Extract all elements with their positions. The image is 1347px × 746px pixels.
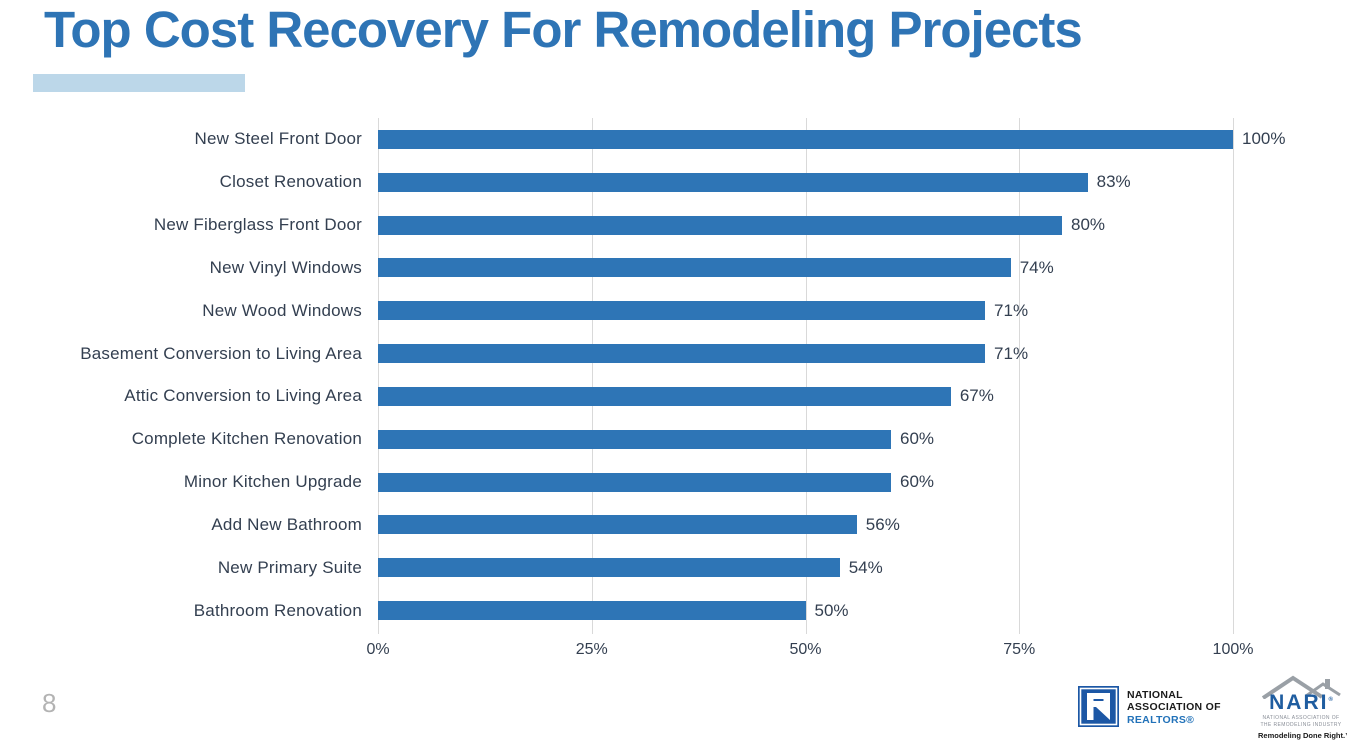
category-label: Basement Conversion to Living Area (80, 343, 362, 363)
bar (378, 601, 806, 621)
chart-row: Closet Renovation 83% (0, 161, 1347, 204)
bar (378, 429, 891, 449)
chart-row: Bathroom Renovation 50% (0, 589, 1347, 632)
category-label: Attic Conversion to Living Area (124, 386, 362, 406)
gridline (378, 118, 379, 634)
value-label: 60% (900, 472, 935, 492)
chart-row: Attic Conversion to Living Area 67% (0, 375, 1347, 418)
value-label: 67% (959, 386, 994, 406)
value-label: 71% (994, 300, 1029, 320)
value-label: 56% (865, 514, 900, 534)
bar-wrap: 50% (378, 601, 849, 621)
bar (378, 386, 951, 406)
value-label: 83% (1096, 172, 1131, 192)
nar-logo-line3: REALTORS® (1127, 713, 1195, 726)
category-label: Closet Renovation (219, 172, 362, 192)
page-number: 8 (42, 688, 57, 718)
nari-roof-icon (1261, 675, 1341, 699)
gridline (805, 118, 807, 634)
value-label: 50% (814, 600, 849, 620)
value-label: 80% (1071, 215, 1106, 235)
nari-subtext-line1: NATIONAL ASSOCIATION OF (1262, 715, 1340, 721)
bar (378, 215, 1062, 235)
value-label: 74% (1019, 257, 1054, 277)
nar-logo-line2: ASSOCIATION OF (1127, 701, 1221, 714)
nar-logo-line1: NATIONAL (1127, 689, 1183, 701)
page-title: Top Cost Recovery For Remodeling Project… (44, 1, 1083, 58)
bar-wrap: 83% (378, 172, 1131, 192)
x-tick-label: 75% (1003, 641, 1036, 658)
nari-logo: NARI® NATIONAL ASSOCIATION OF THE REMODE… (1258, 675, 1347, 740)
value-label: 100% (1242, 129, 1286, 149)
bar-wrap: 54% (378, 558, 883, 578)
x-tick-label: 0% (366, 641, 390, 658)
nari-tagline: Remodeling Done Right.™ (1258, 731, 1347, 740)
bar-wrap: 56% (378, 515, 900, 535)
x-tick-label: 50% (789, 641, 822, 658)
nar-logo: NATIONAL ASSOCIATION OF REALTORS® (1078, 686, 1221, 727)
x-axis: 0% 25% 50% 75% 100% (0, 641, 1347, 665)
nar-logo-text: NATIONAL ASSOCIATION OF REALTORS® (1127, 686, 1221, 726)
bar-wrap: 67% (378, 386, 994, 406)
bar (378, 515, 857, 535)
chart-row: New Steel Front Door 100% (0, 118, 1347, 161)
gridline (591, 118, 593, 634)
value-label: 60% (900, 429, 935, 449)
x-tick-label: 100% (1212, 641, 1254, 658)
bar-wrap: 71% (378, 344, 1028, 364)
chart-row: Minor Kitchen Upgrade 60% (0, 461, 1347, 504)
nari-subtext: NATIONAL ASSOCIATION OF THE REMODELING I… (1258, 715, 1344, 729)
bar (378, 558, 840, 578)
bar (378, 129, 1233, 149)
category-label: New Fiberglass Front Door (153, 215, 362, 235)
value-label: 71% (994, 343, 1029, 363)
value-label: 54% (848, 557, 883, 577)
chart-row: Complete Kitchen Renovation 60% (0, 418, 1347, 461)
bar-wrap: 100% (378, 129, 1285, 149)
x-tick-label: 25% (575, 641, 608, 658)
bar (378, 258, 1011, 278)
category-label: New Primary Suite (217, 557, 362, 577)
category-label: Minor Kitchen Upgrade (183, 472, 362, 492)
title-accent-bar (33, 74, 245, 92)
bar (378, 301, 986, 321)
bar (378, 344, 986, 364)
category-label: Complete Kitchen Renovation (131, 429, 362, 449)
nari-subtext-line2: THE REMODELING INDUSTRY (1260, 722, 1342, 728)
chart-row: New Wood Windows 71% (0, 289, 1347, 332)
chart-row: New Vinyl Windows 74% (0, 246, 1347, 289)
gridline (1019, 118, 1021, 634)
category-label: New Steel Front Door (194, 129, 362, 149)
chart-rows: New Steel Front Door 100% Closet Renovatio… (0, 118, 1347, 632)
nari-registered-mark: ® (1328, 697, 1333, 703)
category-label: Add New Bathroom (211, 514, 362, 534)
bar-wrap: 80% (378, 215, 1105, 235)
bar-wrap: 60% (378, 429, 934, 449)
chart-row: Add New Bathroom 56% (0, 503, 1347, 546)
bar-wrap: 60% (378, 472, 934, 492)
category-label: New Vinyl Windows (209, 257, 362, 277)
bar (378, 472, 891, 492)
nari-wordmark: NARI® (1269, 691, 1333, 714)
bar-wrap: 74% (378, 258, 1054, 278)
category-label: New Wood Windows (202, 300, 362, 320)
bar-wrap: 71% (378, 301, 1028, 321)
chart-row: Basement Conversion to Living Area 71% (0, 332, 1347, 375)
bar (378, 172, 1088, 192)
category-label: Bathroom Renovation (193, 600, 362, 620)
chart-row: New Fiberglass Front Door 80% (0, 204, 1347, 247)
nar-r-icon (1078, 686, 1119, 727)
gridline (1233, 118, 1234, 634)
chart-row: New Primary Suite 54% (0, 546, 1347, 589)
